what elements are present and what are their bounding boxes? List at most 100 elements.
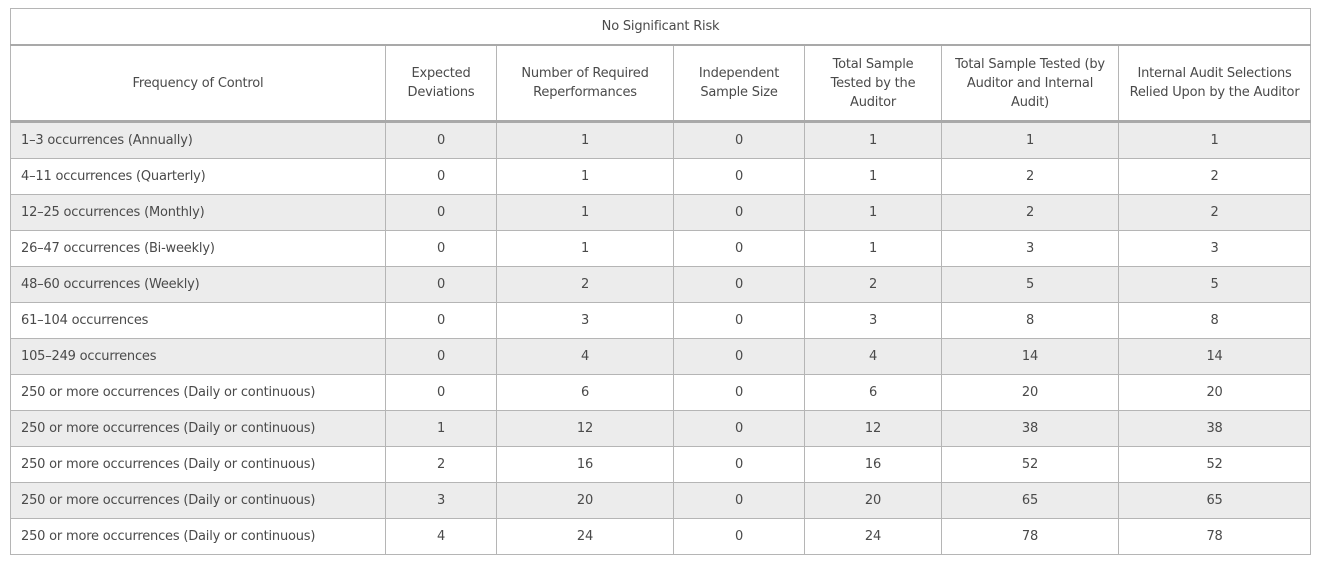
cell-internal-audit-selections: 14: [1117, 338, 1312, 375]
header-total-sample-auditor-and-internal-audit: Total Sample Tested (by Auditor and Inte…: [941, 44, 1119, 123]
cell-independent-sample-size: 0: [673, 374, 805, 411]
cell-total-sample-combined: 2: [941, 194, 1119, 231]
cell-required-reperformances: 12: [496, 410, 674, 447]
header-internal-audit-selections-relied-upon: Internal Audit Selections Relied Upon by…: [1117, 44, 1312, 123]
cell-frequency: 61–104 occurrences: [10, 302, 386, 339]
cell-independent-sample-size: 0: [673, 338, 805, 375]
cell-total-sample-combined: 3: [941, 230, 1119, 267]
cell-expected-deviations: 1: [385, 410, 497, 447]
cell-total-sample-combined: 52: [941, 446, 1119, 483]
table-row: 105–249 occurrences 0 4 0 4 14 14: [10, 338, 1312, 375]
cell-required-reperformances: 1: [496, 230, 674, 267]
cell-total-sample-combined: 5: [941, 266, 1119, 303]
cell-expected-deviations: 0: [385, 194, 497, 231]
cell-required-reperformances: 3: [496, 302, 674, 339]
cell-total-sample-auditor: 24: [804, 518, 942, 555]
cell-internal-audit-selections: 38: [1117, 410, 1312, 447]
table-row: 4–11 occurrences (Quarterly) 0 1 0 1 2 2: [10, 158, 1312, 195]
cell-expected-deviations: 0: [385, 374, 497, 411]
cell-independent-sample-size: 0: [673, 518, 805, 555]
cell-internal-audit-selections: 20: [1117, 374, 1312, 411]
sample-size-table: No Significant Risk Frequency of Control…: [9, 8, 1312, 555]
cell-total-sample-auditor: 2: [804, 266, 942, 303]
cell-required-reperformances: 24: [496, 518, 674, 555]
cell-internal-audit-selections: 78: [1117, 518, 1312, 555]
cell-frequency: 250 or more occurrences (Daily or contin…: [10, 518, 386, 555]
header-expected-deviations: Expected Deviations: [385, 44, 497, 123]
cell-internal-audit-selections: 2: [1117, 158, 1312, 195]
cell-internal-audit-selections: 8: [1117, 302, 1312, 339]
cell-independent-sample-size: 0: [673, 302, 805, 339]
header-frequency-of-control: Frequency of Control: [10, 44, 386, 123]
cell-total-sample-combined: 78: [941, 518, 1119, 555]
cell-frequency: 12–25 occurrences (Monthly): [10, 194, 386, 231]
cell-total-sample-auditor: 3: [804, 302, 942, 339]
cell-frequency: 105–249 occurrences: [10, 338, 386, 375]
cell-total-sample-combined: 1: [941, 121, 1119, 159]
cell-expected-deviations: 2: [385, 446, 497, 483]
cell-total-sample-combined: 65: [941, 482, 1119, 519]
cell-independent-sample-size: 0: [673, 410, 805, 447]
table-row: 250 or more occurrences (Daily or contin…: [10, 410, 1312, 447]
table-row: 61–104 occurrences 0 3 0 3 8 8: [10, 302, 1312, 339]
cell-expected-deviations: 0: [385, 158, 497, 195]
cell-internal-audit-selections: 3: [1117, 230, 1312, 267]
cell-total-sample-combined: 8: [941, 302, 1119, 339]
table-title: No Significant Risk: [9, 8, 1312, 46]
table-row: 250 or more occurrences (Daily or contin…: [10, 374, 1312, 411]
cell-required-reperformances: 1: [496, 194, 674, 231]
cell-frequency: 250 or more occurrences (Daily or contin…: [10, 446, 386, 483]
cell-total-sample-auditor: 1: [804, 230, 942, 267]
table-body: 1–3 occurrences (Annually) 0 1 0 1 1 1 4…: [10, 121, 1312, 555]
cell-frequency: 4–11 occurrences (Quarterly): [10, 158, 386, 195]
table-row: 1–3 occurrences (Annually) 0 1 0 1 1 1: [10, 121, 1312, 159]
header-independent-sample-size: Independent Sample Size: [673, 44, 805, 123]
cell-independent-sample-size: 0: [673, 158, 805, 195]
cell-frequency: 250 or more occurrences (Daily or contin…: [10, 410, 386, 447]
cell-internal-audit-selections: 2: [1117, 194, 1312, 231]
cell-frequency: 26–47 occurrences (Bi-weekly): [10, 230, 386, 267]
table-row: 48–60 occurrences (Weekly) 0 2 0 2 5 5: [10, 266, 1312, 303]
cell-required-reperformances: 1: [496, 158, 674, 195]
cell-internal-audit-selections: 52: [1117, 446, 1312, 483]
cell-total-sample-combined: 2: [941, 158, 1119, 195]
cell-independent-sample-size: 0: [673, 230, 805, 267]
table-row: 250 or more occurrences (Daily or contin…: [10, 446, 1312, 483]
table-title-row: No Significant Risk: [9, 8, 1312, 46]
cell-total-sample-auditor: 1: [804, 194, 942, 231]
cell-frequency: 250 or more occurrences (Daily or contin…: [10, 374, 386, 411]
cell-total-sample-auditor: 1: [804, 158, 942, 195]
cell-total-sample-auditor: 4: [804, 338, 942, 375]
cell-required-reperformances: 16: [496, 446, 674, 483]
cell-expected-deviations: 0: [385, 266, 497, 303]
table-row: 12–25 occurrences (Monthly) 0 1 0 1 2 2: [10, 194, 1312, 231]
cell-expected-deviations: 0: [385, 230, 497, 267]
cell-expected-deviations: 0: [385, 302, 497, 339]
cell-expected-deviations: 4: [385, 518, 497, 555]
table-header-row: Frequency of Control Expected Deviations…: [10, 44, 1312, 123]
cell-required-reperformances: 2: [496, 266, 674, 303]
cell-required-reperformances: 1: [496, 121, 674, 159]
cell-independent-sample-size: 0: [673, 194, 805, 231]
header-total-sample-auditor: Total Sample Tested by the Auditor: [804, 44, 942, 123]
cell-expected-deviations: 3: [385, 482, 497, 519]
cell-internal-audit-selections: 65: [1117, 482, 1312, 519]
cell-total-sample-auditor: 6: [804, 374, 942, 411]
cell-frequency: 1–3 occurrences (Annually): [10, 121, 386, 159]
cell-total-sample-auditor: 12: [804, 410, 942, 447]
cell-total-sample-auditor: 16: [804, 446, 942, 483]
cell-independent-sample-size: 0: [673, 482, 805, 519]
cell-expected-deviations: 0: [385, 121, 497, 159]
cell-independent-sample-size: 0: [673, 266, 805, 303]
cell-internal-audit-selections: 5: [1117, 266, 1312, 303]
table-row: 26–47 occurrences (Bi-weekly) 0 1 0 1 3 …: [10, 230, 1312, 267]
table-row: 250 or more occurrences (Daily or contin…: [10, 482, 1312, 519]
cell-frequency: 250 or more occurrences (Daily or contin…: [10, 482, 386, 519]
cell-required-reperformances: 6: [496, 374, 674, 411]
cell-required-reperformances: 20: [496, 482, 674, 519]
cell-total-sample-combined: 38: [941, 410, 1119, 447]
cell-independent-sample-size: 0: [673, 446, 805, 483]
cell-total-sample-combined: 20: [941, 374, 1119, 411]
cell-total-sample-auditor: 1: [804, 121, 942, 159]
table-row: 250 or more occurrences (Daily or contin…: [10, 518, 1312, 555]
